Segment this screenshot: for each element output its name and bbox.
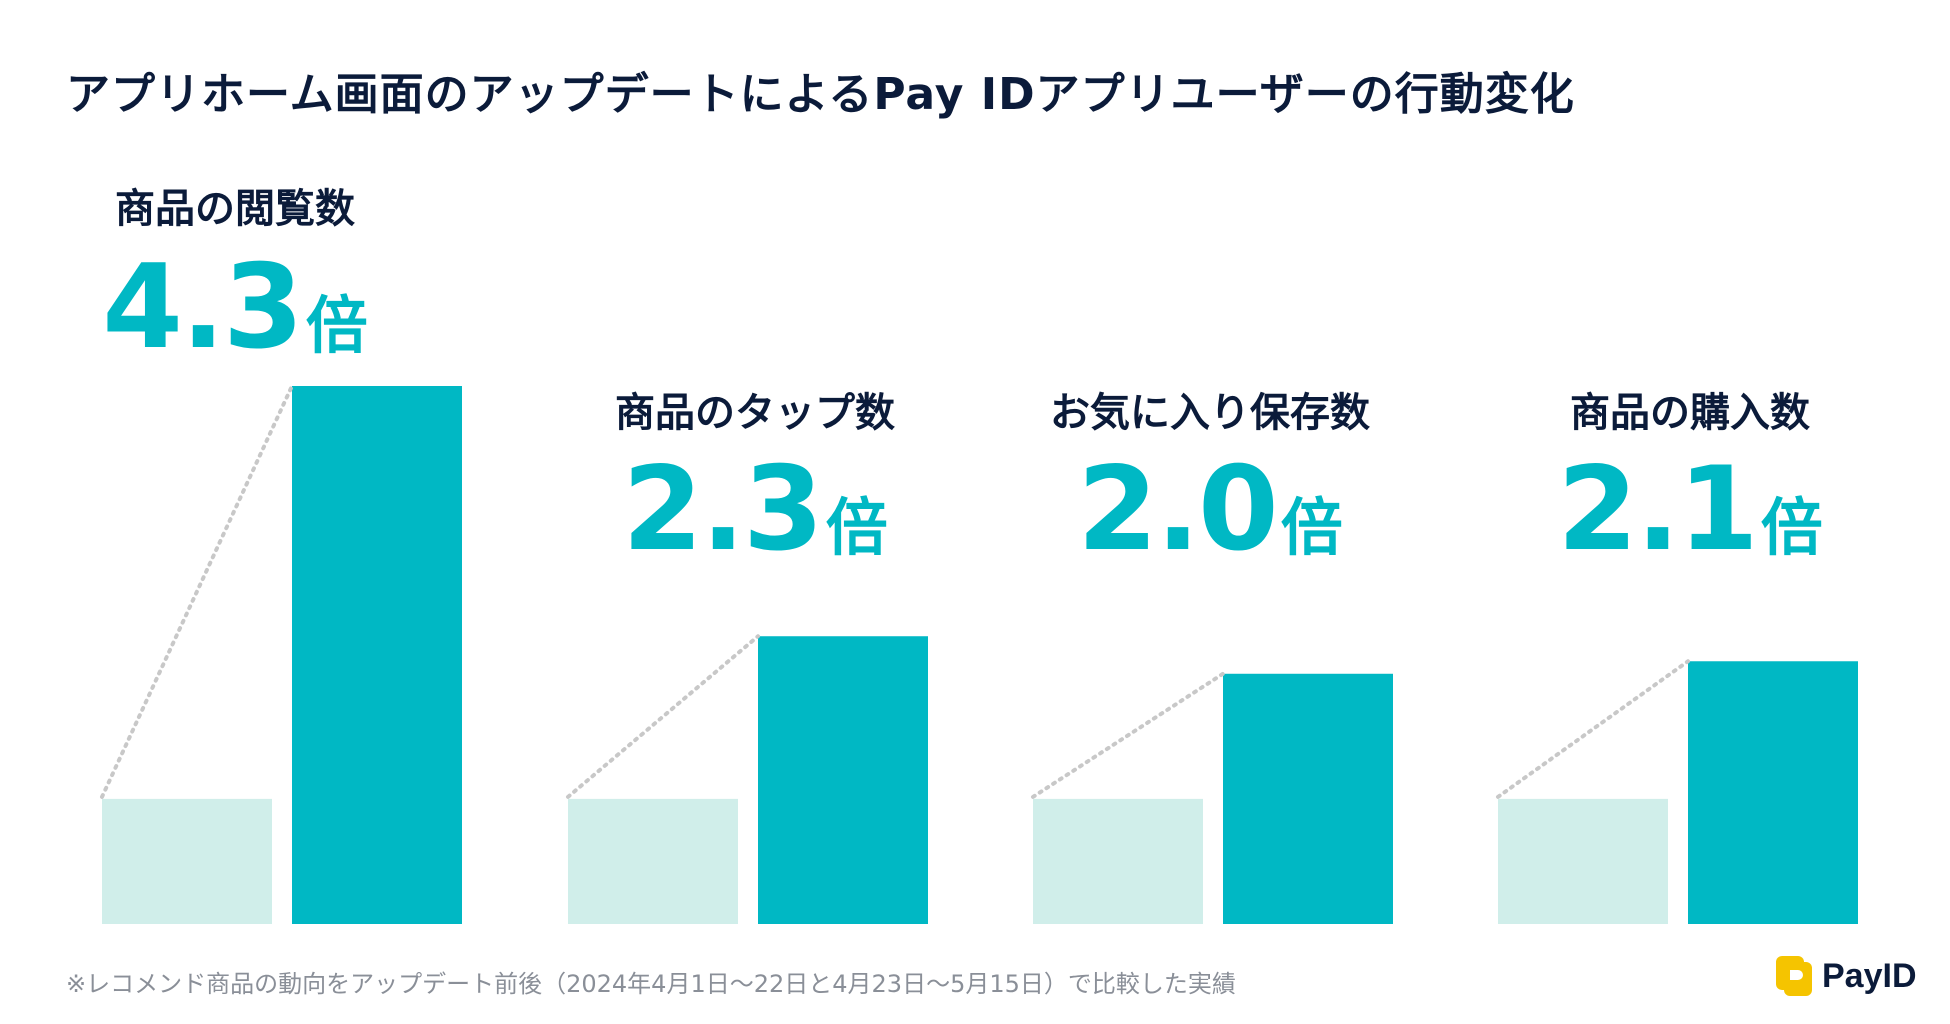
growth-connector-0 [100,384,294,799]
multiplier-favorites: 2.0倍 [970,452,1450,568]
growth-connector-2 [1031,671,1225,799]
page-title: アプリホーム画面のアップデートによるPay IDアプリユーザーの行動変化 [66,69,1575,120]
multiplier-views: 4.3倍 [0,250,475,366]
multiplier-unit: 倍 [305,289,368,362]
payid-logo: PayID [1776,956,1917,996]
multiplier-purchases: 2.1倍 [1450,452,1930,568]
bar-before-3 [1498,798,1668,924]
bar-after-3 [1688,661,1858,924]
group-label-purchases: 商品の購入数 [1570,390,1810,436]
bar-before-2 [1033,798,1203,924]
multiplier-unit: 倍 [1280,491,1343,564]
multiplier-unit: 倍 [825,491,888,564]
footnote: ※レコメンド商品の動向をアップデート前後（2024年4月1日〜22日と4月23日… [66,970,1236,998]
bar-before-1 [568,798,738,924]
bar-after-0 [292,386,462,924]
multiplier-unit: 倍 [1760,491,1823,564]
multiplier-value: 4.3 [102,240,303,375]
growth-connector-1 [566,634,760,799]
multiplier-value: 2.1 [1557,442,1758,577]
payid-logo-icon [1776,956,1812,996]
group-label-favorites: お気に入り保存数 [1050,390,1370,436]
group-label-views: 商品の閲覧数 [115,186,355,232]
group-label-taps: 商品のタップ数 [615,390,895,436]
bar-before-0 [102,798,272,924]
multiplier-value: 2.0 [1077,442,1278,577]
bar-after-1 [758,636,928,924]
growth-connector-3 [1496,659,1690,799]
multiplier-value: 2.3 [622,442,823,577]
bar-after-2 [1223,673,1393,924]
logo-text: PayID [1822,956,1917,995]
multiplier-taps: 2.3倍 [515,452,995,568]
